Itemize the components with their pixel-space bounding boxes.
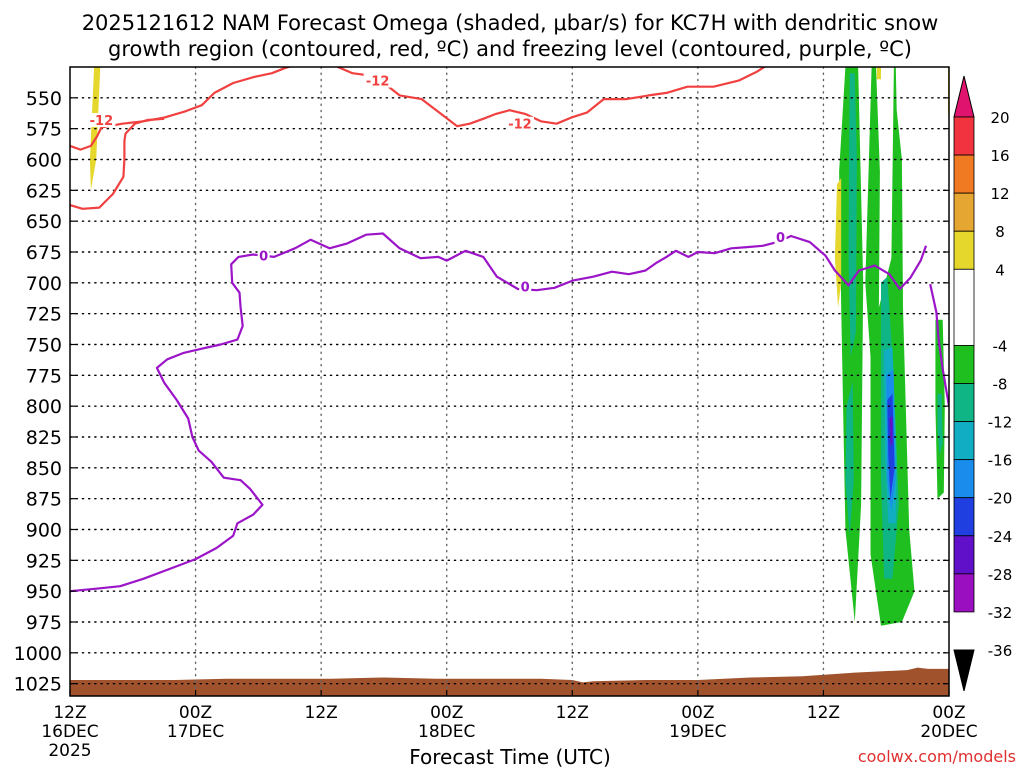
y-tick-label-550: 550 <box>26 88 62 110</box>
colorbar-label-2: 12 <box>990 185 1009 203</box>
contour-label-0-2: -12 <box>508 118 532 133</box>
colorbar-label-0: 20 <box>990 109 1009 127</box>
omega-fill-10 <box>937 393 943 456</box>
y-tick-label-650: 650 <box>26 211 62 233</box>
contour-label-bg-2-1 <box>519 279 532 294</box>
y-tick-label-600: 600 <box>26 150 62 172</box>
contour-label-bg-2-2 <box>774 230 787 245</box>
y-tick-label-725: 725 <box>26 304 62 326</box>
contour-label-bg-2-0 <box>257 248 270 263</box>
colorbar-upper-arrow <box>953 75 975 118</box>
y-axis: 550 575 600 625 650 675 700 725 750 775 800 825 850 8… <box>14 88 949 696</box>
y-tick-label-950: 950 <box>26 581 62 603</box>
contour-label-bg-0-2 <box>505 116 534 131</box>
colorbar-band-3 <box>953 230 975 270</box>
y-tick-label-925: 925 <box>26 550 62 572</box>
y-tick-label-825: 825 <box>26 427 62 449</box>
contour-label-0-1: -12 <box>366 75 390 90</box>
terrain-fill <box>70 667 949 696</box>
x-tick-label-24-1: 12Z <box>305 703 338 723</box>
colorbar-band-0 <box>953 116 975 156</box>
y-tick-label-975: 975 <box>26 612 62 634</box>
x-tick-label-0-3: 2025 <box>48 741 91 761</box>
x-tick-label-36-2: 18DEC <box>418 722 475 742</box>
x-tick-label-12-1: 00Z <box>179 703 212 723</box>
contour-label-2-0: 0 <box>259 250 268 265</box>
plot-frame <box>69 66 950 697</box>
x-tick-label-12-2: 17DEC <box>167 722 224 742</box>
y-tick-label-700: 700 <box>26 273 62 295</box>
colorbar-band-5 <box>953 345 975 384</box>
omega-fill-2 <box>848 73 857 357</box>
y-tick-label-575: 575 <box>26 119 62 141</box>
contour-label-bg-0-1 <box>363 73 392 88</box>
x-tick-label-60-2: 19DEC <box>669 722 726 742</box>
colorbar-band-2 <box>953 192 975 232</box>
colorbar-label-13: -36 <box>988 642 1013 660</box>
colorbar-band-10 <box>953 535 975 575</box>
contour-line-3 <box>929 283 949 407</box>
omega-fill-7 <box>887 393 895 499</box>
colorbar-band-4 <box>953 268 975 346</box>
x-tick-label-0-2: 16DEC <box>41 722 98 742</box>
x-tick-label-48-1: 12Z <box>556 703 589 723</box>
colorbar-label-10: -24 <box>988 528 1013 546</box>
x-tick-label-36-1: 00Z <box>430 703 463 723</box>
contour-label-2-2: 0 <box>776 231 785 246</box>
x-tick-label-0-1: 12Z <box>53 703 86 723</box>
contour-label-2-1: 0 <box>521 281 530 296</box>
colorbar-label-9: -20 <box>988 490 1013 508</box>
x-tick-label-60-1: 00Z <box>681 703 714 723</box>
colorbar-label-7: -12 <box>988 414 1013 432</box>
y-tick-label-1000: 1000 <box>14 643 62 665</box>
y-tick-label-850: 850 <box>26 458 62 480</box>
chart-title-line-2: growth region (contoured, red, ºC) and f… <box>108 37 912 61</box>
contour-label-layer: -12 -12 -12 0 0 0 <box>87 73 787 296</box>
terrain-layer <box>70 667 949 696</box>
colorbar-label-4: 4 <box>995 261 1005 279</box>
contour-line-1 <box>70 117 165 210</box>
omega-fill-8 <box>889 416 893 446</box>
colorbar: 20 16 12 8 4 -4 -8 -12 -16 -20 -24 -28 -32 -36 <box>953 75 1013 692</box>
y-tick-label-875: 875 <box>26 489 62 511</box>
omega-fill-13 <box>876 67 881 80</box>
contour-line-2 <box>70 232 928 593</box>
plot-background <box>70 67 949 696</box>
contour-label-bg-0-0 <box>87 113 116 128</box>
colorbar-label-5: -4 <box>993 337 1008 355</box>
y-tick-label-750: 750 <box>26 335 62 357</box>
colorbar-label-6: -8 <box>993 376 1008 394</box>
x-axis-label: Forecast Time (UTC) <box>409 745 611 768</box>
omega-fill-4 <box>845 381 854 536</box>
x-tick-label-84-2: 20DEC <box>920 722 977 742</box>
colorbar-lower-arrow <box>953 649 975 692</box>
colorbar-band-8 <box>953 459 975 499</box>
credit-text: coolwx.com/models <box>858 747 1016 766</box>
contour-label-0-0: -12 <box>90 114 114 129</box>
y-tick-label-625: 625 <box>26 180 62 202</box>
y-tick-label-1025: 1025 <box>14 674 62 696</box>
x-tick-label-84-1: 00Z <box>932 703 965 723</box>
colorbar-label-1: 16 <box>990 147 1009 165</box>
colorbar-label-11: -28 <box>988 566 1013 584</box>
y-tick-label-675: 675 <box>26 242 62 264</box>
colorbar-label-8: -16 <box>988 452 1013 470</box>
colorbar-band-9 <box>953 497 975 537</box>
contour-line-0 <box>70 67 949 151</box>
y-tick-label-800: 800 <box>26 396 62 418</box>
contour-layer <box>70 67 949 593</box>
colorbar-band-11 <box>953 573 975 613</box>
colorbar-band-1 <box>953 154 975 194</box>
colorbar-label-3: 8 <box>995 223 1005 241</box>
colorbar-band-7 <box>953 421 975 461</box>
x-tick-label-72-1: 12Z <box>807 703 840 723</box>
chart-title-line-1: 2025121612 NAM Forecast Omega (shaded, μ… <box>82 11 939 35</box>
colorbar-band-6 <box>953 383 975 422</box>
plot-area: -12 -12 -12 0 0 0 <box>69 66 950 697</box>
colorbar-label-12: -32 <box>988 604 1013 622</box>
y-tick-label-775: 775 <box>26 365 62 387</box>
y-tick-label-900: 900 <box>26 520 62 542</box>
